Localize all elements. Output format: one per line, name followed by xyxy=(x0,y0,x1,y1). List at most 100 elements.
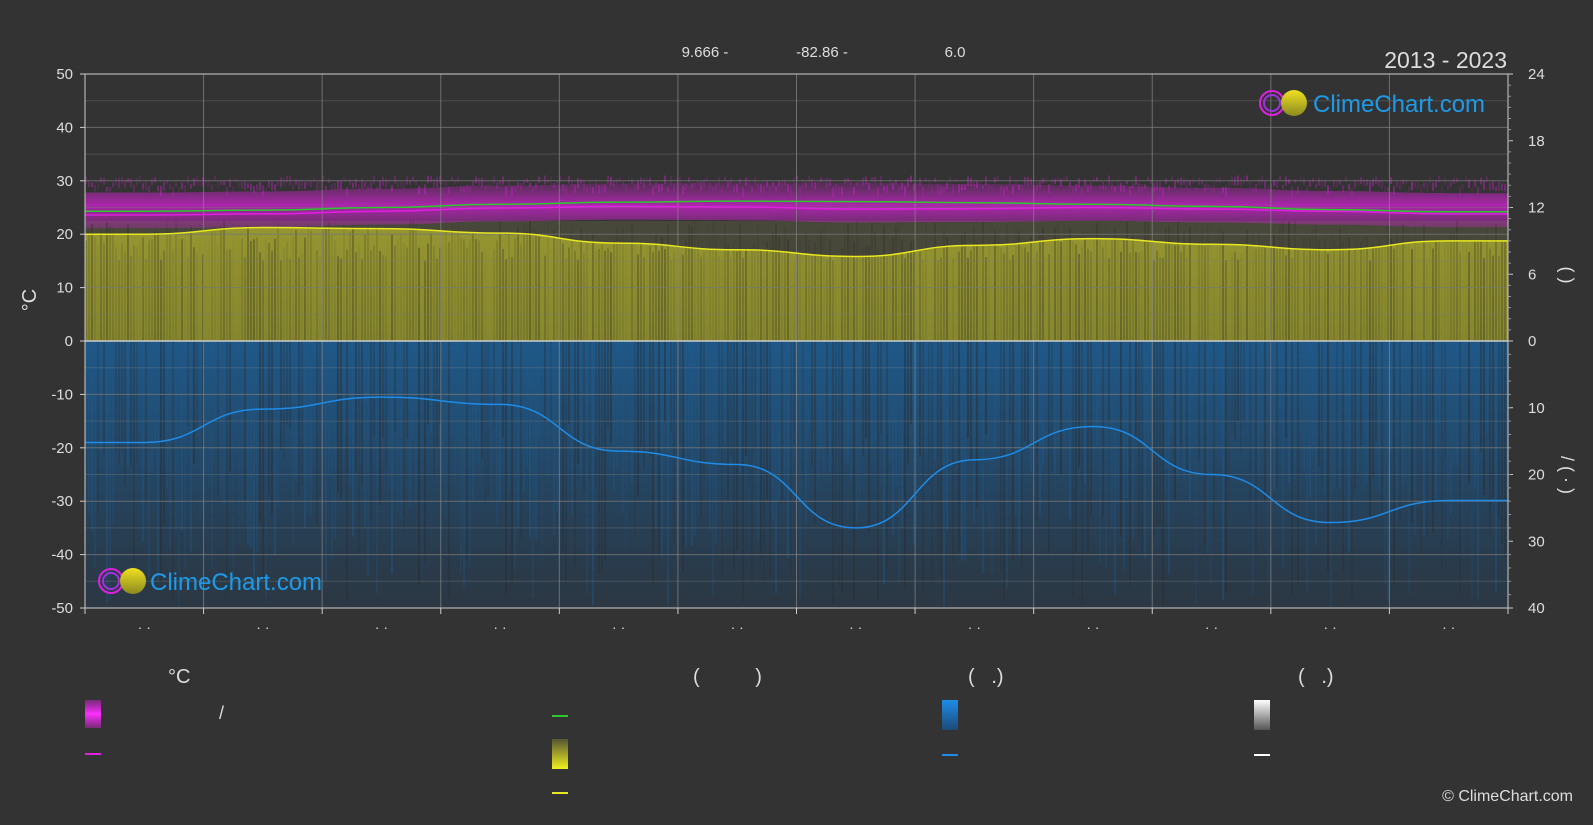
temp-stripe xyxy=(1408,186,1410,192)
temp-stripe xyxy=(955,177,957,183)
temp-stripe xyxy=(691,183,693,189)
rain-stripe xyxy=(946,341,948,530)
rain-stripe xyxy=(664,341,666,423)
sun-stripe xyxy=(1255,249,1257,341)
rain-stripe xyxy=(1468,341,1470,483)
temp-stripe xyxy=(967,176,969,187)
x-tick-label: · · xyxy=(1442,619,1455,635)
header-elevation: 6.0 xyxy=(945,44,966,61)
sun-stripe xyxy=(1501,242,1503,341)
rain-stripe xyxy=(331,341,333,558)
temp-stripe xyxy=(634,182,636,190)
rain-stripe xyxy=(682,341,684,571)
sun-stripe xyxy=(811,251,813,341)
temp-stripe xyxy=(916,182,918,187)
temp-stripe xyxy=(115,177,117,186)
rain-stripe xyxy=(1213,341,1215,528)
rain-stripe xyxy=(790,341,792,577)
temp-stripe xyxy=(805,181,807,188)
temp-stripe xyxy=(280,177,282,188)
rain-stripe xyxy=(415,341,417,502)
temp-stripe xyxy=(88,181,90,188)
rain-stripe xyxy=(91,341,93,532)
temp-stripe xyxy=(226,186,228,196)
rain-stripe xyxy=(736,341,738,551)
rain-stripe xyxy=(280,341,282,450)
temp-stripe xyxy=(1441,185,1443,196)
sun-stripe xyxy=(790,258,792,341)
sun-stripe xyxy=(526,224,528,341)
rain-stripe xyxy=(1159,341,1161,525)
temp-stripe xyxy=(1150,178,1152,185)
rain-stripe xyxy=(1432,341,1434,533)
temp-stripe xyxy=(358,183,360,192)
temp-stripe xyxy=(148,185,150,193)
rain-stripe xyxy=(343,341,345,447)
sun-stripe xyxy=(271,250,273,341)
rain-stripe xyxy=(307,341,309,512)
rain-stripe xyxy=(1435,341,1437,500)
rain-stripe xyxy=(826,341,828,455)
sun-stripe xyxy=(1321,253,1323,341)
rain-stripe xyxy=(925,341,927,450)
rain-stripe xyxy=(1186,341,1188,474)
sun-stripe xyxy=(550,261,552,341)
header-longitude: -82.86 - xyxy=(796,44,848,61)
header-years: 2013 - 2023 xyxy=(1384,47,1507,73)
logo-text-top: ClimeChart.com xyxy=(1313,91,1485,118)
temp-stripe xyxy=(1345,176,1347,182)
sun-stripe xyxy=(1084,239,1086,341)
rain-stripe xyxy=(1273,341,1275,491)
y-tick-label-right-top: 24 xyxy=(1528,66,1545,83)
sun-stripe xyxy=(1390,238,1392,341)
rain-stripe xyxy=(667,341,669,604)
sun-stripe xyxy=(439,248,441,341)
temp-stripe xyxy=(1213,182,1215,193)
rain-stripe xyxy=(1333,341,1335,489)
temp-stripe xyxy=(1147,176,1149,182)
sun-stripe xyxy=(1312,229,1314,341)
temp-stripe xyxy=(1219,177,1221,183)
temp-stripe xyxy=(1015,181,1017,187)
logo-ring-inner-icon xyxy=(102,572,120,590)
logo-ring-inner-icon xyxy=(1263,94,1281,112)
rain-stripe xyxy=(1222,341,1224,600)
sun-stripe xyxy=(370,250,372,341)
rain-stripe xyxy=(1261,341,1263,434)
legend-swatch-temp-range xyxy=(85,700,101,728)
sun-stripe xyxy=(1309,237,1311,341)
rain-stripe xyxy=(1375,341,1377,443)
temp-stripe xyxy=(1381,181,1383,189)
sun-stripe xyxy=(694,220,696,341)
temp-stripe xyxy=(376,186,378,192)
rain-stripe xyxy=(145,341,147,504)
rain-stripe xyxy=(523,341,525,493)
temp-stripe xyxy=(1183,179,1185,185)
rain-stripe xyxy=(700,341,702,518)
sun-stripe xyxy=(946,237,948,341)
rain-stripe xyxy=(115,341,117,453)
sun-stripe xyxy=(124,251,126,341)
sun-stripe xyxy=(103,243,105,341)
x-tick-label: · · xyxy=(256,619,269,635)
rain-stripe xyxy=(1381,341,1383,513)
temp-stripe xyxy=(529,182,531,187)
temp-stripe xyxy=(1012,184,1014,194)
temp-stripe xyxy=(1489,182,1491,191)
sun-stripe xyxy=(1378,238,1380,341)
y-tick-label-left: 40 xyxy=(56,119,73,136)
rain-stripe xyxy=(1153,341,1155,537)
legend-head-rain: ( .) xyxy=(968,666,1004,688)
rain-stripe xyxy=(1285,341,1287,438)
temp-stripe xyxy=(1129,186,1131,195)
header-latitude: 9.666 - xyxy=(682,44,729,61)
rain-stripe xyxy=(109,341,111,600)
temp-stripe xyxy=(142,183,144,190)
temp-stripe xyxy=(445,181,447,186)
rain-stripe xyxy=(118,341,120,465)
rain-stripe xyxy=(550,341,552,426)
temp-stripe xyxy=(661,184,663,191)
rain-stripe xyxy=(1252,341,1254,596)
rain-stripe xyxy=(799,341,801,599)
rain-stripe xyxy=(637,341,639,497)
